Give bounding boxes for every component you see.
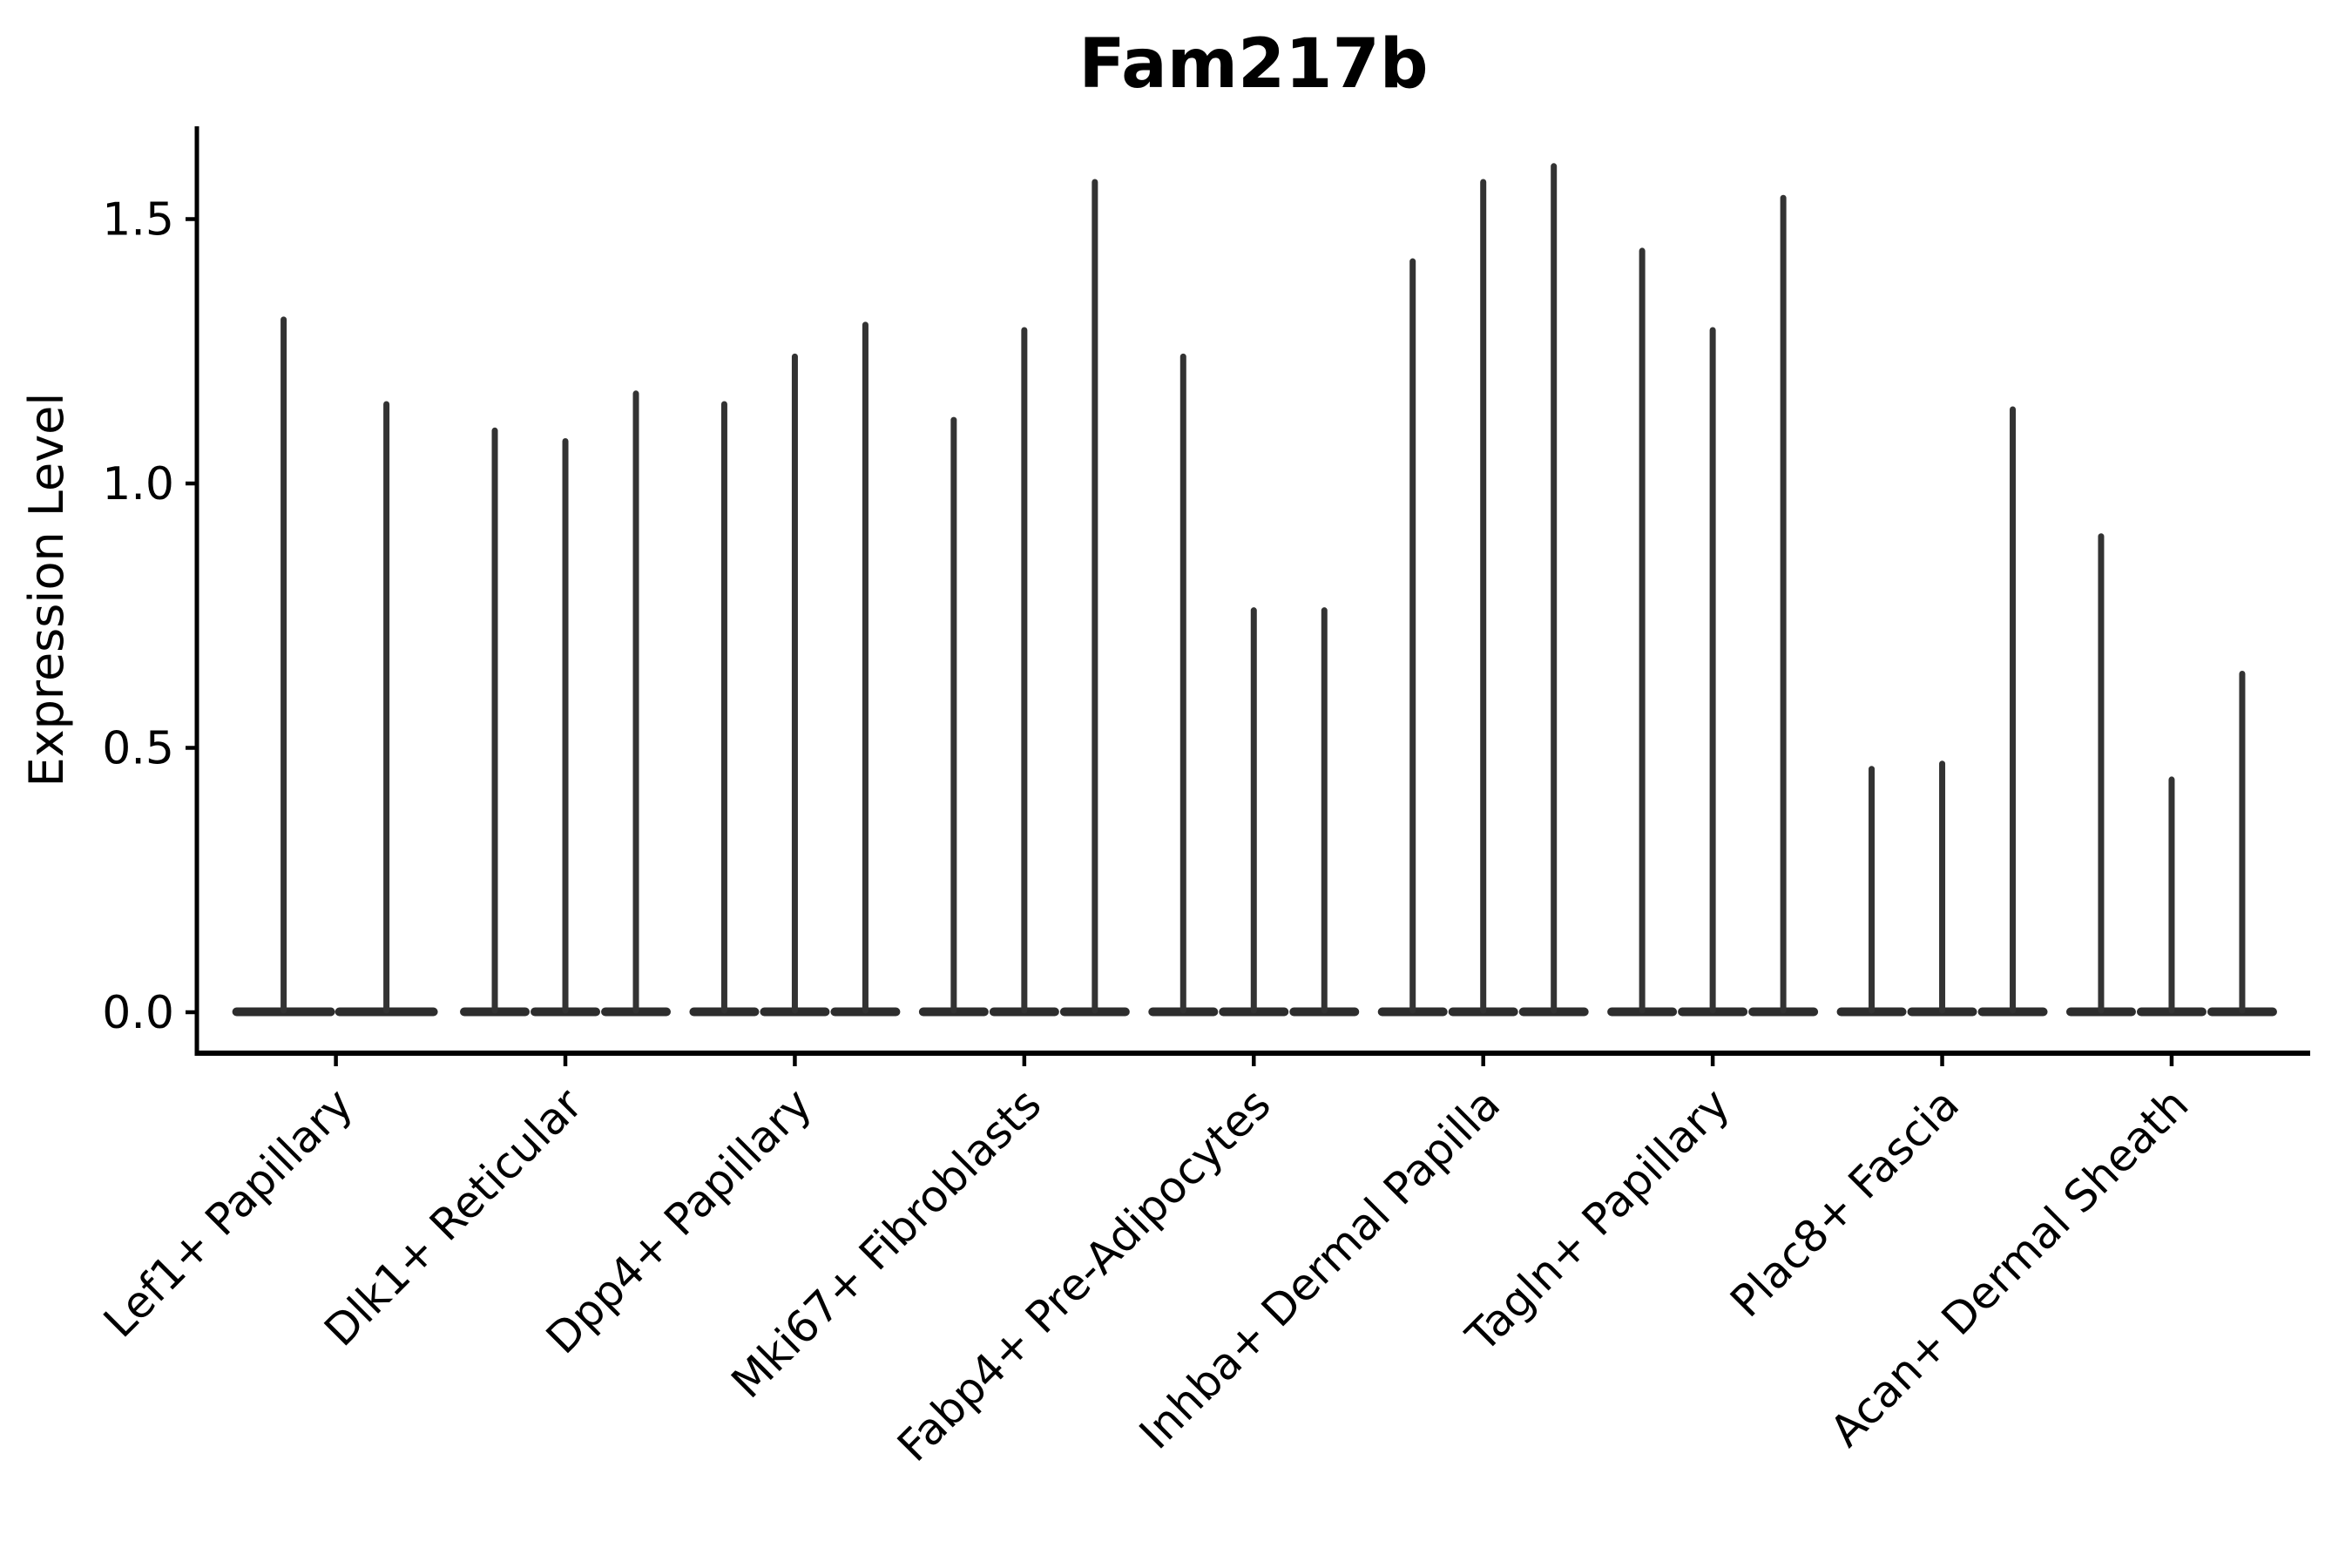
- y-tick-label: 1.5: [102, 194, 174, 247]
- y-tick-label: 0.5: [102, 723, 174, 775]
- violin-layer: [232, 163, 2277, 1017]
- x-tick-label: Lef1+ Papillary: [94, 1078, 362, 1347]
- y-tick-label: 1.0: [102, 458, 174, 510]
- chart-title: Fam217b: [1078, 25, 1428, 104]
- y-tick-label: 0.0: [102, 987, 174, 1039]
- x-tick-label: Fabp4+ Pre-Adipocytes: [888, 1078, 1281, 1471]
- y-axis-label: Expression Level: [19, 393, 74, 787]
- x-tick-label: Plac8+ Fascia: [1720, 1078, 1969, 1327]
